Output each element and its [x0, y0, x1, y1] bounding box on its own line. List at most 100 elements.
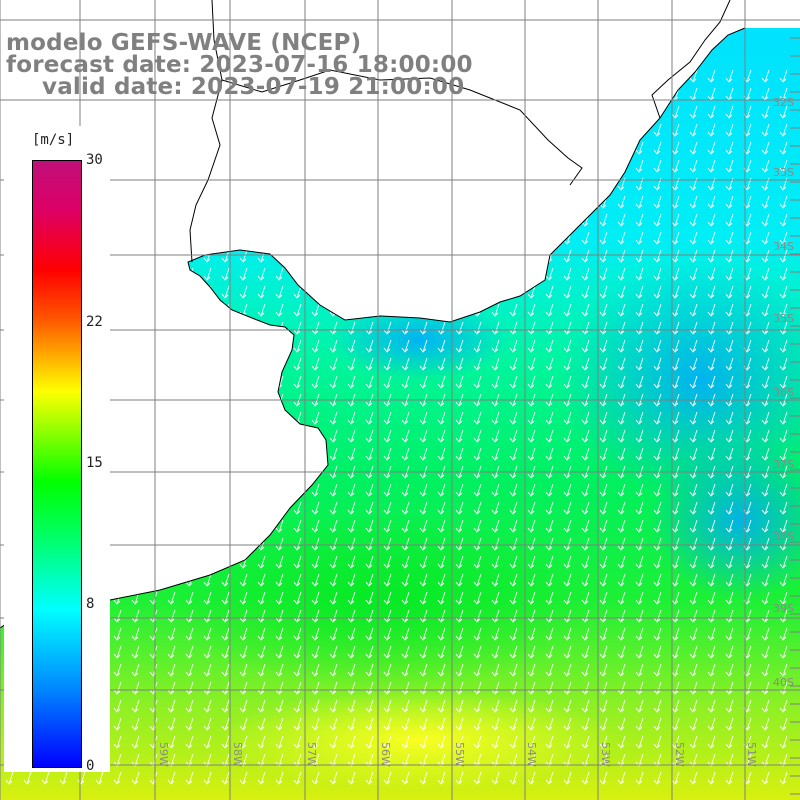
wind-arrow [113, 123, 122, 137]
wind-arrow [185, 141, 194, 155]
wind-arrow [131, 303, 140, 317]
wind-arrow [167, 123, 176, 137]
wind-arrow [707, 753, 716, 767]
wind-arrow [401, 159, 410, 173]
wind-arrow [437, 555, 446, 569]
wind-arrow [761, 519, 770, 533]
wind-arrow [131, 537, 140, 551]
wind-arrow [419, 195, 428, 209]
wind-arrow [203, 411, 212, 425]
wind-arrow [221, 555, 230, 569]
wind-arrow [203, 375, 212, 389]
wind-arrow [329, 771, 338, 785]
wind-arrow [599, 231, 608, 245]
wind-arrow [473, 105, 482, 119]
wind-arrow [725, 609, 734, 623]
wind-arrow [527, 213, 536, 227]
wind-arrow [437, 357, 446, 371]
wind-arrow [491, 537, 500, 551]
wind-arrow [419, 339, 428, 353]
wind-arrow [545, 87, 554, 101]
wind-arrow [185, 555, 194, 569]
wind-arrow [761, 123, 770, 137]
wind-arrow [383, 411, 392, 425]
wind-arrow [311, 159, 320, 173]
wind-arrow [635, 447, 644, 461]
wind-arrow [635, 339, 644, 353]
wind-arrow [545, 285, 554, 299]
wind-arrow [725, 447, 734, 461]
wind-arrow [725, 411, 734, 425]
wind-arrow [725, 555, 734, 569]
latitude-label: 40S [773, 676, 794, 689]
wind-arrow [275, 591, 284, 605]
wind-arrow [23, 771, 32, 785]
wind-arrow [779, 375, 788, 389]
wind-arrow [113, 501, 122, 515]
wind-arrow [185, 753, 194, 767]
wind-arrow [491, 411, 500, 425]
wind-arrow [347, 105, 356, 119]
wind-arrow [599, 429, 608, 443]
wind-arrow [131, 213, 140, 227]
wind-arrow [185, 681, 194, 695]
wind-arrow [257, 285, 266, 299]
wind-arrow [617, 519, 626, 533]
wind-arrow [599, 357, 608, 371]
wind-arrow [221, 447, 230, 461]
wind-arrow [455, 483, 464, 497]
wind-arrow [149, 519, 158, 533]
wind-arrow [185, 321, 194, 335]
wind-arrow [509, 159, 518, 173]
wind-arrow [599, 321, 608, 335]
wind-arrow [203, 123, 212, 137]
wind-arrow [437, 267, 446, 281]
wind-arrow [599, 501, 608, 515]
wind-arrow [707, 411, 716, 425]
wind-arrow [419, 285, 428, 299]
wind-arrow [149, 411, 158, 425]
wind-arrow [293, 321, 302, 335]
wind-arrow [149, 159, 158, 173]
wind-arrow [131, 699, 140, 713]
wind-arrow [203, 735, 212, 749]
wind-arrow [599, 375, 608, 389]
wind-arrow [473, 375, 482, 389]
wind-arrow [581, 249, 590, 263]
wind-arrow [293, 663, 302, 677]
wind-arrow [239, 357, 248, 371]
wind-arrow [599, 555, 608, 569]
wind-arrow [239, 249, 248, 263]
wind-arrow [329, 609, 338, 623]
wind-arrow [131, 411, 140, 425]
wind-arrow [167, 447, 176, 461]
wind-arrow [599, 645, 608, 659]
wind-arrow [275, 141, 284, 155]
wind-arrow [275, 699, 284, 713]
wind-arrow [347, 501, 356, 515]
wind-arrow [167, 213, 176, 227]
wind-arrow [779, 357, 788, 371]
wind-arrow [185, 609, 194, 623]
wind-arrow [221, 591, 230, 605]
wind-arrow [203, 447, 212, 461]
wind-arrow [599, 591, 608, 605]
wind-arrow [167, 699, 176, 713]
wind-arrow [275, 411, 284, 425]
wind-arrow [779, 501, 788, 515]
wind-arrow [635, 87, 644, 101]
wind-arrow [563, 753, 572, 767]
wind-arrow [275, 663, 284, 677]
wind-arrow [329, 537, 338, 551]
wind-arrow [167, 303, 176, 317]
wind-arrow [455, 447, 464, 461]
wind-arrow [383, 321, 392, 335]
wind-arrow [293, 267, 302, 281]
wind-arrow [581, 663, 590, 677]
wind-arrow [563, 555, 572, 569]
wind-arrow [347, 447, 356, 461]
wind-arrow [365, 375, 374, 389]
wind-arrow [293, 555, 302, 569]
wind-arrow [491, 501, 500, 515]
wind-arrow [167, 321, 176, 335]
